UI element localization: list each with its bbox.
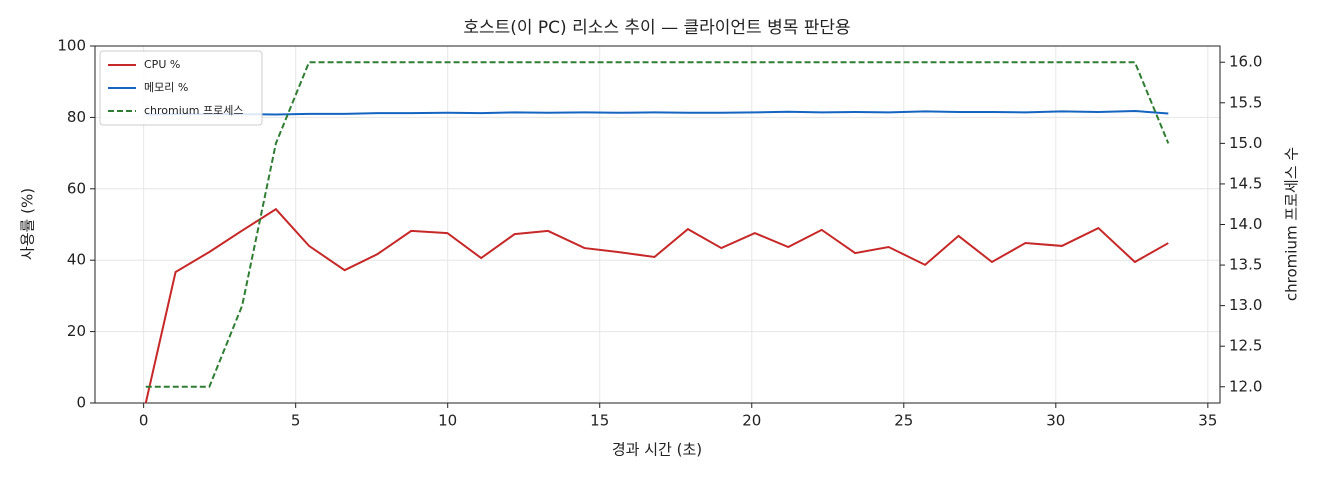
y2-tick-label: 15.0 [1229, 134, 1262, 152]
series-line [145, 109, 1169, 116]
y-axis-label: 사용률 (%) [19, 188, 37, 260]
y2-tick-label: 15.5 [1229, 93, 1262, 111]
x-tick-label: 25 [894, 412, 913, 430]
y-tick-label: 20 [67, 322, 86, 340]
x-tick-label: 20 [742, 412, 761, 430]
plot-frame [94, 45, 1221, 404]
x-tick-label: 35 [1198, 412, 1217, 430]
y2-tick-label: 13.0 [1229, 296, 1262, 314]
x-tick-label: 0 [139, 412, 149, 430]
series-line [144, 207, 1169, 404]
y2-tick-label: 12.5 [1229, 337, 1262, 355]
y-tick-label: 80 [67, 108, 86, 126]
y2-axis-label: chromium 프로세스 수 [1283, 147, 1301, 301]
y-tick-label: 100 [57, 37, 86, 55]
legend-label: chromium 프로세스 [144, 104, 243, 117]
x-axis-label: 경과 시간 (초) [612, 441, 702, 459]
x-tick-label: 10 [438, 412, 457, 430]
y-tick-label: 0 [76, 394, 86, 412]
series-line [145, 61, 1170, 388]
chart-title: 호스트(이 PC) 리소스 추이 — 클라이언트 병목 판단용 [463, 18, 850, 38]
y2-tick-label: 16.0 [1229, 53, 1262, 71]
x-tick-label: 5 [291, 412, 301, 430]
y2-tick-label: 13.5 [1229, 256, 1262, 274]
legend-box [99, 50, 263, 126]
legend-label: 메모리 % [144, 81, 188, 94]
legend: CPU % 메모리 % chromium 프로세스 [99, 50, 263, 126]
y2-tick-label: 12.0 [1229, 377, 1262, 395]
y2-tick-label: 14.5 [1229, 174, 1262, 192]
x-tick-label: 30 [1046, 412, 1065, 430]
x-tick-label: 15 [590, 412, 609, 430]
y2-tick-label: 14.0 [1229, 215, 1262, 233]
legend-label: CPU % [144, 58, 180, 71]
y-tick-label: 40 [67, 251, 86, 269]
y-tick-label: 60 [67, 179, 86, 197]
